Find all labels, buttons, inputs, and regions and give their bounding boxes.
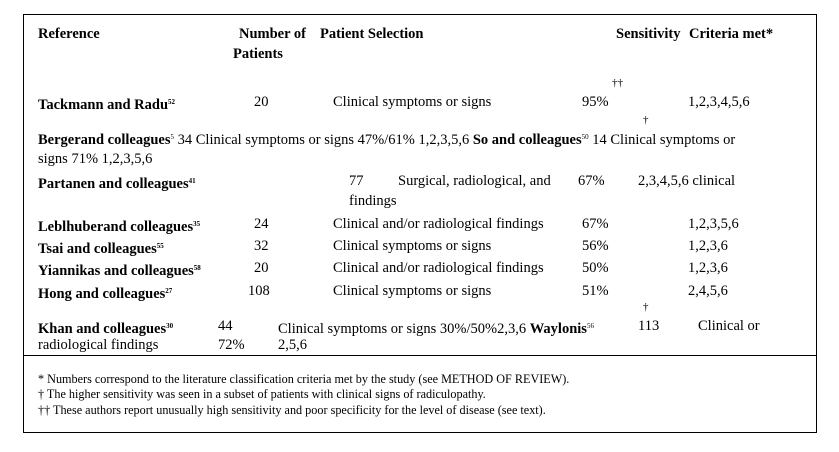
table-row-yiannikas-criteria: 1,2,3,6	[688, 260, 728, 276]
table-row-hong-sens: 51%	[582, 283, 609, 299]
dagger-mark: ††	[612, 77, 623, 89]
table-row-khan-line2-b: 72%	[218, 337, 245, 353]
table-row-merged-line1: Bergerand colleagues5 34 Clinical sympto…	[38, 132, 736, 148]
table-row-partanen-n: 77	[349, 173, 364, 189]
table-row-tsai-selection: Clinical symptoms or signs	[333, 238, 492, 254]
dagger-mark: †	[643, 301, 649, 313]
table-row-tackmann-author: Tackmann and Radu52	[38, 97, 176, 113]
table-row-merged-line2: signs 71% 1,2,3,5,6	[38, 151, 153, 167]
table-row-khan-line2-c: 2,5,6	[278, 337, 307, 353]
footnote-2: † The higher sensitivity was seen in a s…	[38, 387, 486, 401]
table-row-tsai-n: 32	[254, 238, 269, 254]
table-row-tsai-criteria: 1,2,3,6	[688, 238, 728, 254]
table-row-khan-n: 44	[218, 318, 233, 334]
table-row-leblhuber-criteria: 1,2,3,5,6	[688, 216, 739, 232]
header-criteria-met: Criteria met*	[689, 26, 774, 42]
table-row-khan-line2-a: radiological findings	[38, 337, 159, 353]
table-row-leblhuber-author: Leblhuberand colleagues35	[38, 219, 201, 235]
table-row-tackmann-sens: 95%	[582, 94, 609, 110]
table-row-waylonis-selection: Clinical or	[698, 318, 760, 334]
table-row-yiannikas-author: Yiannikas and colleagues58	[38, 263, 201, 279]
table-row-yiannikas-selection: Clinical and/or radiological findings	[333, 260, 544, 276]
table-row-tackmann-n: 20	[254, 94, 269, 110]
table-row-partanen-sens: 67%	[578, 173, 605, 189]
header-number-of: Number of	[239, 26, 306, 42]
table-row-partanen-author: Partanen and colleagues41	[38, 176, 196, 192]
table-row-hong-selection: Clinical symptoms or signs	[333, 283, 492, 299]
table-row-partanen-criteria: 2,3,4,5,6 clinical	[638, 173, 736, 189]
table-row-leblhuber-sens: 67%	[582, 216, 609, 232]
table-row-yiannikas-sens: 50%	[582, 260, 609, 276]
table-row-leblhuber-selection: Clinical and/or radiological findings	[333, 216, 544, 232]
table-row-hong-author: Hong and colleagues27	[38, 286, 173, 302]
header-sensitivity: Sensitivity	[616, 26, 681, 42]
table-row-tackmann-criteria: 1,2,3,4,5,6	[688, 94, 750, 110]
table-row-partanen-selection: Surgical, radiological, and	[398, 173, 551, 189]
table-row-khan-text: Clinical symptoms or signs 30%/50%2,3,6 …	[278, 321, 594, 337]
table-divider	[24, 355, 816, 356]
table-row-hong-n: 108	[248, 283, 270, 299]
table-row-tackmann-selection: Clinical symptoms or signs	[333, 94, 492, 110]
table-row-hong-criteria: 2,4,5,6	[688, 283, 728, 299]
table-row-leblhuber-n: 24	[254, 216, 269, 232]
table-row-partanen-selection-2: findings	[349, 193, 397, 209]
header-patient-selection: Patient Selection	[320, 26, 424, 42]
footnote-1: * Numbers correspond to the literature c…	[38, 372, 570, 386]
table-row-tsai-sens: 56%	[582, 238, 609, 254]
table-row-tsai-author: Tsai and colleagues55	[38, 241, 164, 257]
dagger-mark: †	[643, 114, 649, 126]
table-frame	[23, 14, 817, 433]
table-row-yiannikas-n: 20	[254, 260, 269, 276]
table-row-waylonis-n: 113	[638, 318, 660, 334]
table-row-khan-author: Khan and colleagues30	[38, 321, 174, 337]
header-reference: Reference	[38, 26, 100, 42]
footnote-3: †† These authors report unusually high s…	[38, 403, 546, 417]
header-patients: Patients	[233, 46, 283, 62]
